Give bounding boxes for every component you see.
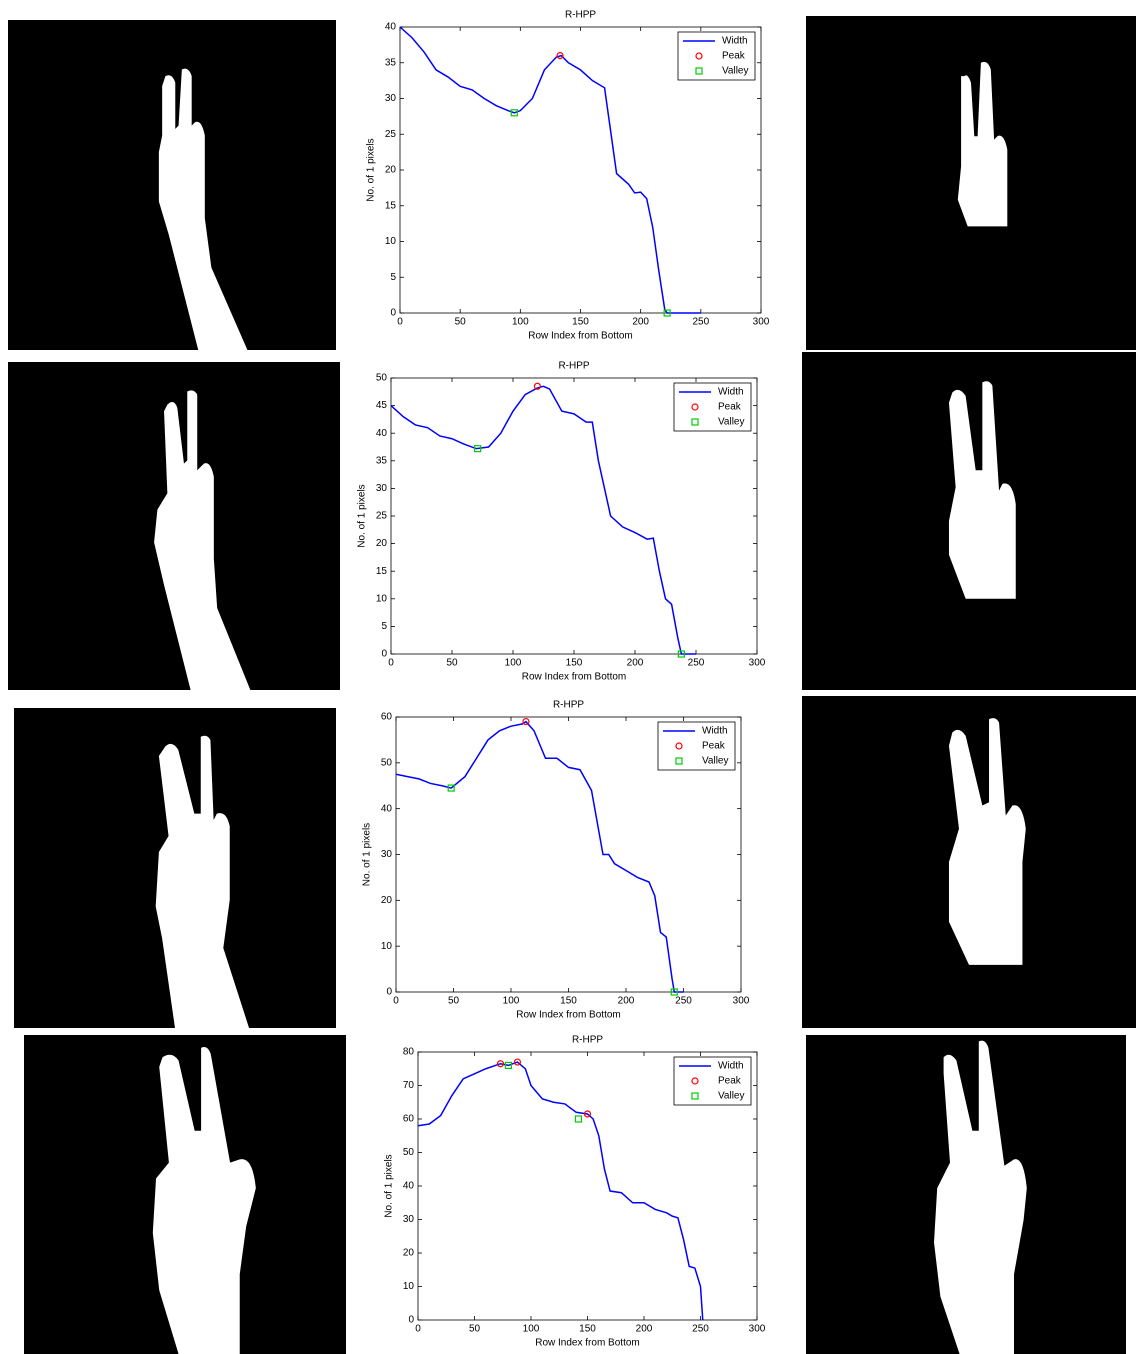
y-tick-label: 5	[381, 621, 387, 632]
y-tick-label: 60	[381, 712, 393, 723]
y-tick-label: 30	[376, 483, 388, 494]
x-tick-label: 250	[675, 996, 692, 1007]
y-tick-label: 10	[376, 593, 388, 604]
legend-label: Width	[718, 1061, 744, 1072]
x-tick-label: 50	[469, 1324, 481, 1335]
x-axis-label: Row Index from Bottom	[535, 1338, 639, 1349]
y-tick-label: 20	[381, 895, 393, 906]
chart-title: R-HPP	[553, 700, 584, 711]
legend-label: Valley	[718, 1091, 745, 1102]
y-axis-label: No. of 1 pixels	[362, 823, 373, 886]
x-tick-label: 0	[415, 1324, 421, 1335]
y-axis-label: No. of 1 pixels	[384, 1154, 395, 1217]
y-tick-label: 5	[390, 272, 396, 283]
y-axis-label: No. of 1 pixels	[357, 484, 368, 547]
chart-title: R-HPP	[558, 361, 589, 372]
y-tick-label: 0	[408, 1315, 414, 1326]
x-tick-label: 100	[523, 1324, 540, 1335]
x-tick-label: 200	[618, 996, 635, 1007]
x-tick-label: 50	[448, 996, 460, 1007]
y-tick-label: 0	[381, 649, 387, 660]
y-tick-label: 15	[376, 566, 388, 577]
x-tick-label: 150	[572, 317, 589, 328]
legend-label: Valley	[718, 417, 745, 428]
x-tick-label: 250	[692, 1324, 709, 1335]
y-tick-label: 20	[403, 1248, 415, 1259]
x-tick-label: 300	[749, 658, 766, 669]
x-axis-label: Row Index from Bottom	[528, 331, 632, 342]
y-tick-label: 30	[381, 849, 393, 860]
x-tick-label: 50	[455, 317, 467, 328]
y-tick-label: 0	[390, 308, 396, 319]
chart: R-HPP Row Index from Bottom No. of 1 pixel…	[366, 10, 770, 342]
y-tick-label: 50	[376, 373, 388, 384]
y-tick-label: 80	[403, 1047, 415, 1058]
legend-label: Width	[718, 387, 744, 398]
y-tick-label: 40	[385, 22, 397, 33]
y-tick-label: 40	[376, 428, 388, 439]
x-tick-label: 100	[505, 658, 522, 669]
y-tick-label: 40	[403, 1181, 415, 1192]
charts: R-HPP Row Index from Bottom No. of 1 pixel…	[0, 0, 1136, 1354]
legend-label: Peak	[722, 51, 746, 62]
x-tick-label: 0	[393, 996, 399, 1007]
y-tick-label: 30	[385, 93, 397, 104]
y-tick-label: 30	[403, 1214, 415, 1225]
y-tick-label: 50	[381, 757, 393, 768]
x-tick-label: 300	[753, 317, 770, 328]
y-tick-label: 35	[376, 455, 388, 466]
x-tick-label: 250	[692, 317, 709, 328]
x-tick-label: 200	[636, 1324, 653, 1335]
y-tick-label: 10	[381, 941, 393, 952]
y-axis-label: No. of 1 pixels	[366, 138, 377, 201]
legend-label: Peak	[702, 741, 726, 752]
x-tick-label: 250	[688, 658, 705, 669]
y-tick-label: 40	[381, 803, 393, 814]
y-tick-label: 50	[403, 1147, 415, 1158]
legend-label: Peak	[718, 1076, 742, 1087]
y-tick-label: 0	[386, 987, 392, 998]
y-tick-label: 25	[376, 511, 388, 522]
y-tick-label: 25	[385, 129, 397, 140]
x-tick-label: 0	[397, 317, 403, 328]
legend-label: Valley	[722, 66, 749, 77]
chart: R-HPP Row Index from Bottom No. of 1 pixel…	[384, 1035, 766, 1349]
x-tick-label: 150	[560, 996, 577, 1007]
y-tick-label: 10	[403, 1281, 415, 1292]
x-tick-label: 50	[446, 658, 458, 669]
x-tick-label: 300	[733, 996, 750, 1007]
y-tick-label: 20	[385, 165, 397, 176]
x-tick-label: 200	[632, 317, 649, 328]
y-tick-label: 60	[403, 1114, 415, 1125]
y-tick-label: 45	[376, 400, 388, 411]
x-tick-label: 300	[749, 1324, 766, 1335]
y-tick-label: 35	[385, 57, 397, 68]
y-tick-label: 10	[385, 236, 397, 247]
x-axis-label: Row Index from Bottom	[516, 1010, 620, 1021]
legend-label: Peak	[718, 402, 742, 413]
x-tick-label: 0	[388, 658, 394, 669]
x-tick-label: 150	[579, 1324, 596, 1335]
chart: R-HPP Row Index from Bottom No. of 1 pixel…	[357, 361, 766, 683]
chart-title: R-HPP	[565, 10, 596, 21]
chart-title: R-HPP	[572, 1035, 603, 1046]
x-tick-label: 200	[627, 658, 644, 669]
legend-label: Width	[702, 726, 728, 737]
figure: R-HPP Row Index from Bottom No. of 1 pixel…	[0, 0, 1136, 1354]
x-axis-label: Row Index from Bottom	[522, 672, 626, 683]
legend-label: Width	[722, 36, 748, 47]
y-tick-label: 70	[403, 1080, 415, 1091]
x-tick-label: 150	[566, 658, 583, 669]
x-tick-label: 100	[503, 996, 520, 1007]
y-tick-label: 20	[376, 538, 388, 549]
x-tick-label: 100	[512, 317, 529, 328]
chart: R-HPP Row Index from Bottom No. of 1 pixel…	[362, 700, 750, 1021]
legend-label: Valley	[702, 756, 729, 767]
y-tick-label: 15	[385, 200, 397, 211]
